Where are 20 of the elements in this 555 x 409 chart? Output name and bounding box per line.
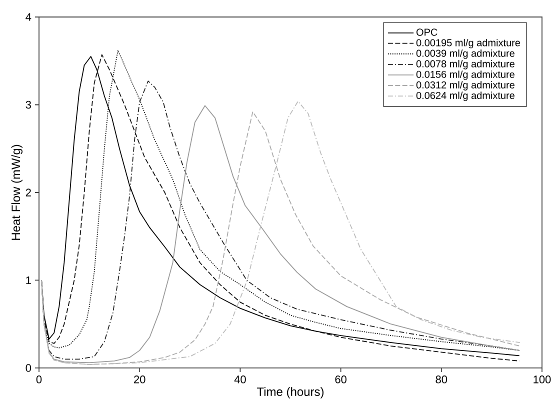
y-tick-label: 2 [26,188,31,196]
x-axis-title: Time (hours) [256,387,324,398]
y-tick-label: 3 [26,100,31,109]
x-tick-label: 0 [36,376,42,384]
legend-label: 0.0312 ml/g admixture [416,81,514,90]
legend-label: 0.0039 ml/g admixture [416,49,514,59]
y-tick-label: 4 [26,13,32,21]
x-tick-label: 40 [234,376,246,384]
legend-label: 0.00195 ml/g admixture [416,38,520,48]
x-tick-label: 80 [436,376,448,384]
y-tick-label: 1 [26,276,31,284]
x-tick-label: 60 [335,376,346,384]
x-tick-label: 100 [534,376,551,384]
legend-label: 0.0078 ml/g admixture [416,60,514,70]
y-axis-title: Heat Flow (mW/g) [11,144,22,240]
x-tick-label: 20 [134,376,146,384]
legend-label: 0.0624 ml/g admixture [416,92,514,101]
y-tick-label: 0 [26,364,32,372]
legend-label: 0.0156 ml/g admixture [416,70,514,80]
legend-label: OPC [416,28,438,36]
